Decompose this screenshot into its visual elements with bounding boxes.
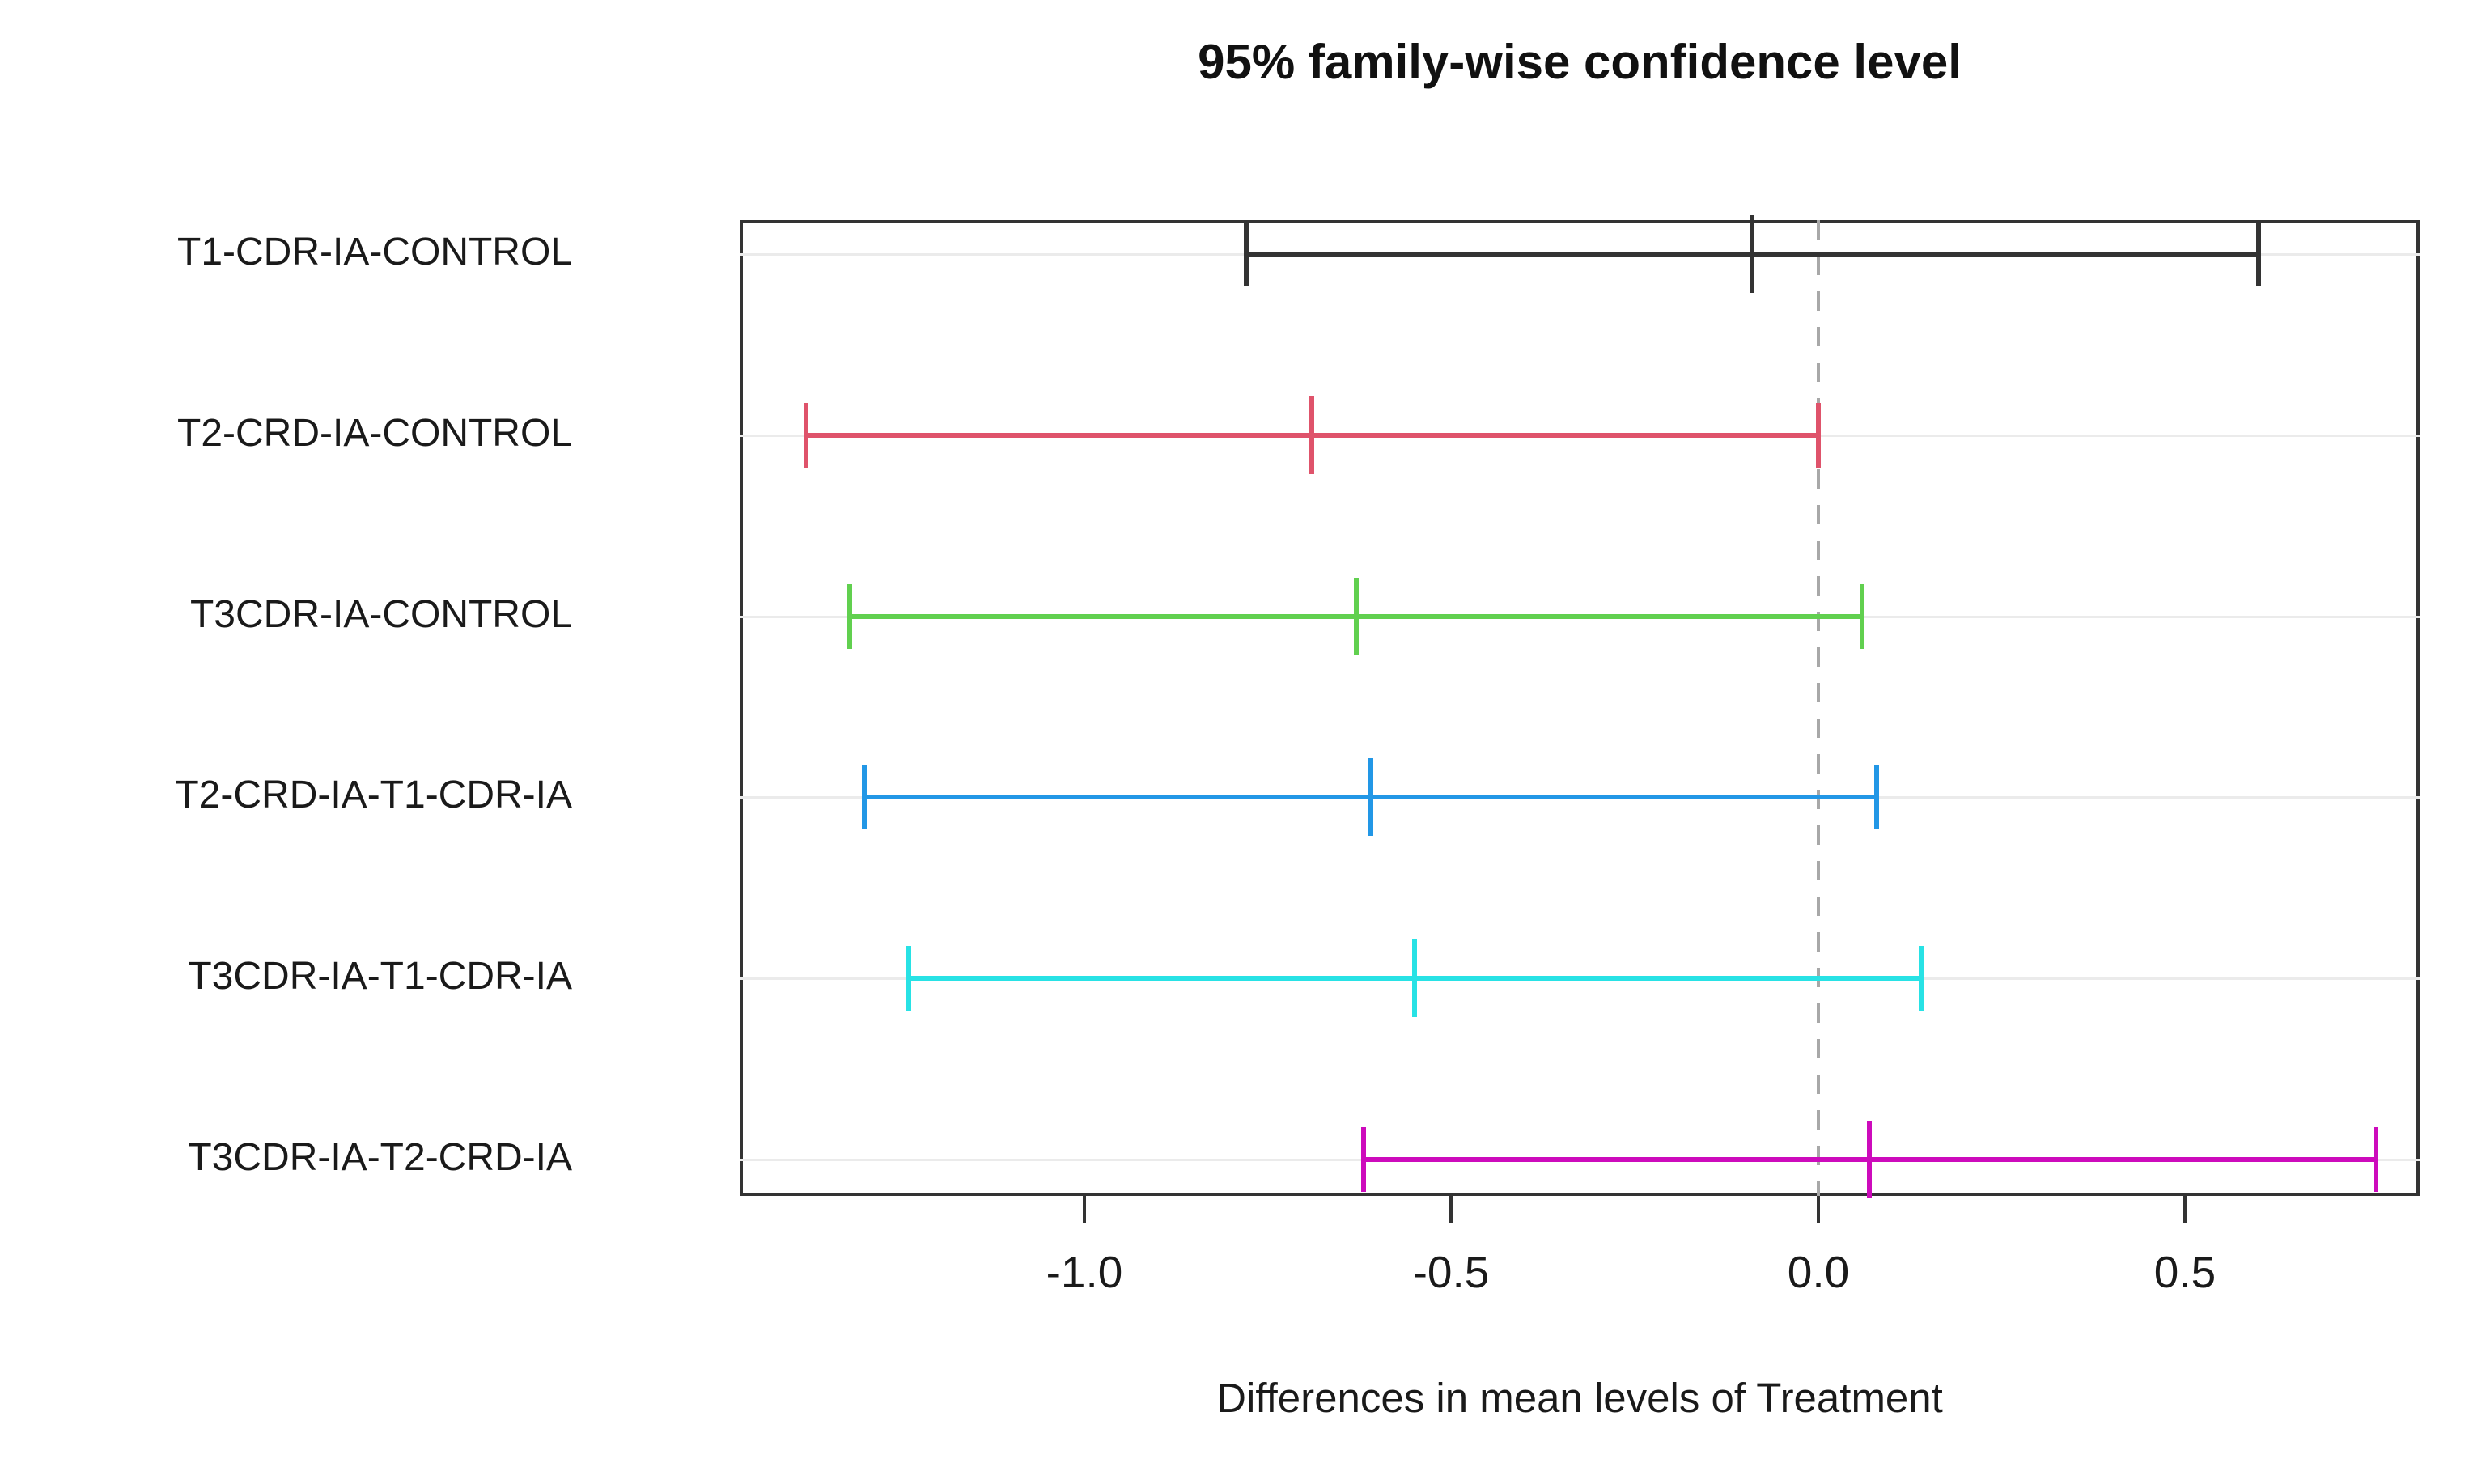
interval-lower-cap: [862, 765, 867, 829]
interval-upper-cap: [1860, 584, 1864, 649]
interval-lower-cap: [847, 584, 852, 649]
y-axis-label: T1-CDR-IA-CONTROL: [177, 231, 572, 273]
interval-upper-cap: [1874, 765, 1879, 829]
y-axis-label: T2-CRD-IA-CONTROL: [177, 412, 572, 455]
x-axis-tick-label: -1.0: [1046, 1247, 1123, 1297]
x-axis-tick: [1449, 1196, 1453, 1223]
x-axis-tick-label: -0.5: [1412, 1247, 1490, 1297]
plot-box-border: [740, 220, 2420, 1196]
x-axis-title: Differences in mean levels of Treatment: [1216, 1375, 1943, 1421]
interval-upper-cap: [2256, 222, 2261, 286]
x-axis-tick-label: 0.0: [1787, 1247, 1850, 1297]
interval-center-tick: [1309, 396, 1314, 474]
plot-area: [740, 215, 2420, 1198]
interval-upper-cap: [2374, 1127, 2378, 1192]
y-axis-label: T3CDR-IA-T2-CRD-IA: [188, 1136, 572, 1179]
interval-center-tick: [1750, 215, 1754, 293]
interval-lower-cap: [804, 403, 808, 468]
interval-upper-cap: [1816, 403, 1821, 468]
x-axis-tick: [1817, 1196, 1820, 1223]
x-axis-tick-label: 0.5: [2153, 1247, 2217, 1297]
interval-upper-cap: [1919, 946, 1924, 1011]
y-axis-label: T3CDR-IA-T1-CDR-IA: [188, 955, 572, 998]
chart-title: 95% family-wise confidence level: [1198, 35, 1962, 89]
interval-lower-cap: [1361, 1127, 1366, 1192]
interval-center-tick: [1412, 939, 1417, 1017]
interval-center-tick: [1867, 1121, 1872, 1198]
y-axis-label: T3CDR-IA-CONTROL: [189, 593, 572, 636]
x-axis-tick: [1083, 1196, 1086, 1223]
interval-lower-cap: [906, 946, 911, 1011]
interval-center-tick: [1368, 758, 1373, 836]
x-axis-tick: [2183, 1196, 2187, 1223]
interval-center-tick: [1354, 578, 1359, 655]
y-axis-label: T2-CRD-IA-T1-CDR-IA: [175, 774, 572, 816]
zero-reference-line: [1817, 220, 1820, 1196]
interval-lower-cap: [1244, 222, 1249, 286]
